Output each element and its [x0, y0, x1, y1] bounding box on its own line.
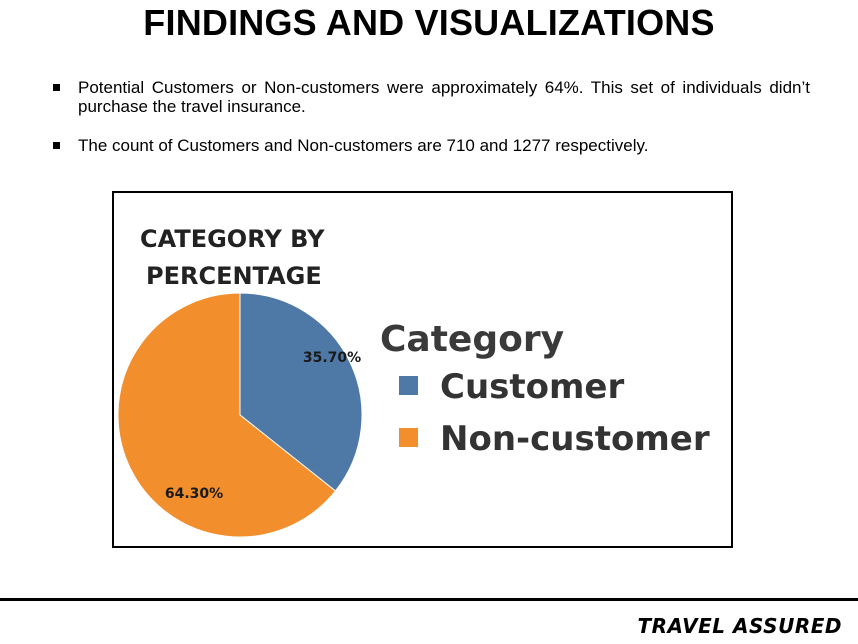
legend-swatch-customer: [399, 376, 418, 395]
slide-title: FINDINGS AND VISUALIZATIONS: [143, 2, 715, 43]
bullet-item: The count of Customers and Non-customers…: [50, 136, 810, 155]
bullet-item: Potential Customers or Non-customers wer…: [50, 78, 810, 116]
pie-chart: CATEGORY BY PERCENTAGE 35.70% 64.30% Cate…: [117, 225, 710, 538]
pie-slices: [117, 292, 363, 538]
slice-label-customer: 35.70%: [303, 350, 361, 366]
legend: Customer Non-customer: [399, 367, 710, 459]
bullet-text: The count of Customers and Non-customers…: [78, 136, 649, 155]
square-bullet-icon: [53, 142, 60, 149]
bullet-list: Potential Customers or Non-customers wer…: [50, 78, 810, 175]
bullet-text: Potential Customers or Non-customers wer…: [78, 78, 810, 116]
pie-slice-customer: [239, 292, 363, 492]
square-bullet-icon: [53, 84, 60, 91]
legend-swatch-non-customer: [399, 428, 418, 447]
slice-label-non-customer: 64.30%: [165, 486, 223, 502]
footer-brand: TRAVEL ASSURED: [637, 614, 842, 638]
pie-slice-non-customer: [117, 292, 337, 538]
chart-title-line-1: CATEGORY BY: [140, 225, 325, 253]
chart-frame: CATEGORY BY PERCENTAGE 35.70% 64.30% Cate…: [112, 191, 733, 548]
footer-divider: [0, 598, 858, 601]
legend-label-non-customer: Non-customer: [440, 419, 710, 459]
legend-label-customer: Customer: [440, 367, 624, 407]
pie-slice-labels: 35.70% 64.30%: [165, 350, 361, 502]
chart-title-line-2: PERCENTAGE: [146, 262, 322, 290]
legend-title: Category: [380, 319, 564, 360]
